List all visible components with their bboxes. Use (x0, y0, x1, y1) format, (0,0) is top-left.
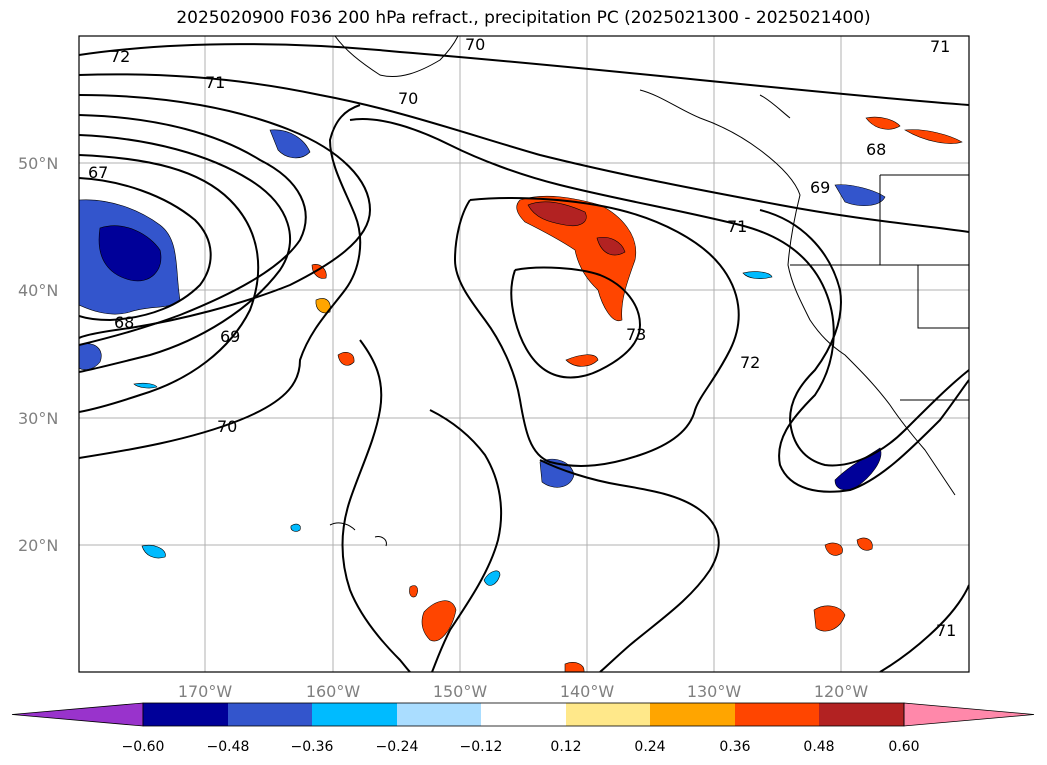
colorbar-swatch (228, 703, 312, 726)
colorbar: −0.60 −0.48 −0.36 −0.24 −0.12 0.12 0.24 … (11, 702, 1035, 755)
lon-tick: 150°W (433, 682, 488, 701)
lat-tick: 40°N (18, 281, 58, 300)
contour-label: 69 (220, 327, 240, 346)
colorbar-swatch (481, 703, 566, 726)
contour-label: 68 (114, 313, 134, 332)
contour-label: 71 (205, 73, 225, 92)
colorbar-tick: 0.60 (888, 739, 919, 755)
lon-tick: 130°W (687, 682, 742, 701)
lon-tick-labels: 170°W 160°W 150°W 140°W 130°W 120°W (178, 682, 869, 701)
contour-label: 69 (810, 178, 830, 197)
colorbar-tick: 0.24 (634, 739, 665, 755)
lon-tick: 120°W (814, 682, 869, 701)
contour-label: 72 (110, 47, 130, 66)
colorbar-swatch (566, 703, 650, 726)
contour-labels: 72 70 71 70 71 67 68 69 71 68 69 73 72 7… (88, 35, 956, 640)
colorbar-extend-high (903, 702, 1035, 727)
contour-label: 68 (866, 140, 886, 159)
precip-positive (311, 116, 963, 672)
contour-label: 73 (626, 325, 646, 344)
colorbar-tick: 0.48 (803, 739, 834, 755)
contour-label: 70 (465, 35, 485, 54)
colorbar-tick: 0.12 (550, 739, 581, 755)
lon-tick: 170°W (178, 682, 233, 701)
map-area: 72 70 71 70 71 67 68 69 71 68 69 73 72 7… (79, 35, 969, 672)
colorbar-tick: 0.36 (719, 739, 750, 755)
map-title: 2025020900 F036 200 hPa refract., precip… (176, 8, 871, 28)
colorbar-tick: −0.12 (460, 739, 503, 755)
colorbar-swatch (819, 703, 904, 726)
colorbar-swatch (397, 703, 481, 726)
colorbar-frame (142, 702, 905, 727)
colorbar-tick: −0.36 (291, 739, 334, 755)
contour-label: 71 (930, 37, 950, 56)
lon-tick: 160°W (306, 682, 361, 701)
map-frame (78, 35, 970, 673)
lat-tick: 50°N (18, 154, 58, 173)
colorbar-swatch (312, 703, 397, 726)
lon-tick: 140°W (560, 682, 615, 701)
contour-label: 67 (88, 163, 108, 182)
contour-label: 71 (727, 217, 747, 236)
contour-label: 71 (936, 621, 956, 640)
colorbar-extend-low (11, 702, 144, 727)
colorbar-tick: −0.24 (376, 739, 419, 755)
colorbar-tick: −0.60 (122, 739, 165, 755)
colorbar-swatch (143, 703, 228, 726)
lat-tick: 20°N (18, 536, 58, 555)
refractivity-contours (79, 43, 969, 672)
contour-label: 70 (398, 89, 418, 108)
coastlines (329, 36, 969, 547)
lat-tick-labels: 50°N 40°N 30°N 20°N (18, 154, 58, 555)
precip-negative (79, 129, 886, 586)
colorbar-swatch (650, 703, 735, 726)
colorbar-swatches (11, 702, 1035, 727)
contour-label: 70 (217, 417, 237, 436)
colorbar-tick-labels: −0.60 −0.48 −0.36 −0.24 −0.12 0.12 0.24 … (122, 739, 920, 755)
lat-tick: 30°N (18, 409, 58, 428)
contour-label: 72 (740, 353, 760, 372)
colorbar-tick: −0.48 (207, 739, 250, 755)
colorbar-swatch (735, 703, 819, 726)
